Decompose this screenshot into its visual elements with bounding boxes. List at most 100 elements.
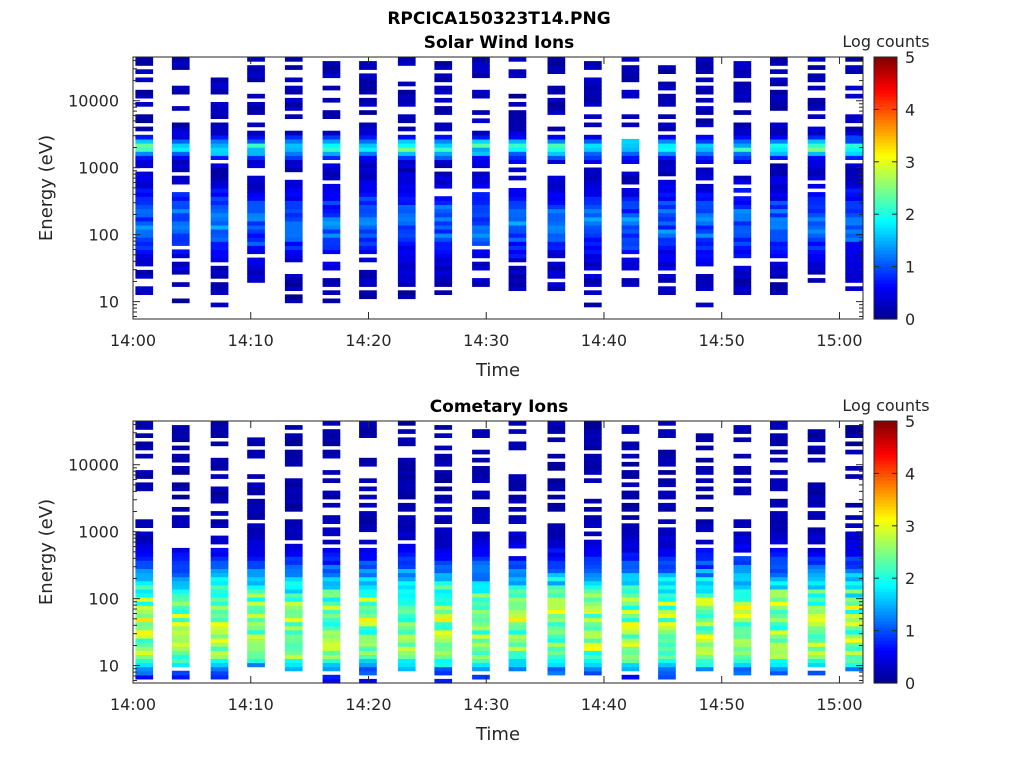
colorbar-segment <box>874 256 897 261</box>
heatmap-cell <box>733 609 752 614</box>
heatmap-cell <box>247 265 265 271</box>
heatmap-cell <box>359 666 377 672</box>
heatmap-cell <box>695 212 714 218</box>
heatmap-cell <box>135 224 154 230</box>
heatmap-cell <box>733 576 752 582</box>
colorbar-tick-label: 1 <box>905 622 915 641</box>
heatmap-cell <box>210 535 229 541</box>
heatmap-cell <box>508 228 527 234</box>
heatmap-cell <box>359 678 377 684</box>
heatmap-cell <box>695 302 714 308</box>
heatmap-cell <box>508 138 527 144</box>
heatmap-cell <box>434 543 453 549</box>
y-tick-label: 10 <box>99 657 119 676</box>
heatmap-cell <box>397 196 416 201</box>
colorbar-tick-label: 3 <box>905 517 915 536</box>
y-tick-label: 10000 <box>68 92 119 111</box>
heatmap-cell <box>434 278 453 283</box>
heatmap-cell <box>472 249 490 255</box>
heatmap-cell <box>584 85 602 91</box>
heatmap-cell <box>658 143 676 148</box>
heatmap-cell <box>472 609 490 614</box>
heatmap-cell <box>397 654 416 659</box>
heatmap-cell <box>210 249 229 255</box>
colorbar-segment <box>874 437 897 442</box>
colorbar-segment <box>874 246 897 251</box>
heatmap-cell <box>322 220 341 226</box>
heatmap-cell <box>547 617 566 623</box>
heatmap-cell <box>845 515 863 520</box>
heatmap-cell <box>322 564 341 569</box>
heatmap-cell <box>508 486 527 492</box>
heatmap-cell <box>247 224 265 230</box>
heatmap-cell <box>247 134 265 140</box>
colorbar-segment <box>874 443 897 448</box>
heatmap-cell <box>247 650 265 655</box>
heatmap-cell <box>247 539 265 545</box>
heatmap-cell <box>210 461 229 467</box>
heatmap-cell <box>434 237 453 242</box>
heatmap-cell <box>322 613 341 619</box>
heatmap-cell <box>695 220 714 226</box>
heatmap-cell <box>658 97 676 103</box>
heatmap-cell <box>210 269 229 275</box>
heatmap-cell <box>508 584 527 590</box>
heatmap-cell <box>658 228 676 234</box>
heatmap-cell <box>547 274 566 279</box>
heatmap-cell <box>621 278 640 283</box>
heatmap-cell <box>171 486 190 492</box>
heatmap-cell <box>733 200 752 205</box>
heatmap-cell <box>359 179 377 185</box>
colorbar-segment <box>874 588 897 592</box>
colorbar-segment <box>874 263 897 268</box>
colorbar-segment <box>874 315 897 320</box>
heatmap-cell <box>397 650 416 655</box>
heatmap-cell <box>508 237 527 242</box>
heatmap-cell <box>171 609 190 614</box>
heatmap-cell <box>359 212 377 218</box>
heatmap-cell <box>284 97 303 103</box>
heatmap-cell <box>807 102 826 107</box>
heatmap-cell <box>210 519 229 524</box>
heatmap-cell <box>508 110 527 115</box>
heatmap-cell <box>770 134 788 140</box>
heatmap-cell <box>584 564 602 569</box>
heatmap-cell <box>171 134 190 140</box>
heatmap-cell <box>845 196 863 201</box>
heatmap-cell <box>397 89 416 95</box>
heatmap-cell <box>472 470 490 475</box>
heatmap-cell <box>472 216 490 222</box>
heatmap-cell <box>472 192 490 197</box>
heatmap-cell <box>247 437 265 443</box>
heatmap-cell <box>397 474 416 479</box>
heatmap-cell <box>284 130 303 136</box>
colorbar-segment <box>874 309 897 314</box>
colorbar-segment <box>874 243 897 248</box>
heatmap-cell <box>434 106 453 111</box>
heatmap-cell <box>397 155 416 160</box>
heatmap-cell <box>359 245 377 250</box>
heatmap-cell <box>658 278 676 283</box>
colorbar-segment <box>874 240 897 245</box>
heatmap-cell <box>359 617 377 623</box>
heatmap-cell <box>210 601 229 606</box>
heatmap-cell <box>247 196 265 201</box>
colorbar-segment <box>874 99 897 104</box>
heatmap-cell <box>472 155 490 160</box>
heatmap-cell <box>284 654 303 659</box>
heatmap-cell <box>472 179 490 185</box>
heatmap-cell <box>658 556 676 561</box>
heatmap-cell <box>397 290 416 295</box>
heatmap-cell <box>135 261 154 267</box>
heatmap-cell <box>247 482 265 488</box>
heatmap-cell <box>359 556 377 561</box>
heatmap-cell <box>171 249 190 255</box>
x-tick-label: 14:50 <box>699 695 745 714</box>
heatmap-cell <box>359 552 377 557</box>
heatmap-cell <box>547 179 566 185</box>
heatmap-cell <box>397 245 416 250</box>
heatmap-cell <box>547 61 566 66</box>
heatmap-cell <box>845 65 863 70</box>
heatmap-cell <box>621 441 640 447</box>
heatmap-cell <box>284 490 303 496</box>
